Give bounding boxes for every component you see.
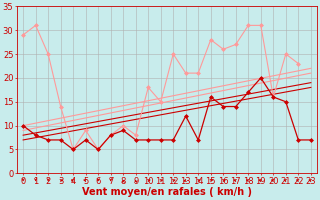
- X-axis label: Vent moyen/en rafales ( km/h ): Vent moyen/en rafales ( km/h ): [82, 187, 252, 197]
